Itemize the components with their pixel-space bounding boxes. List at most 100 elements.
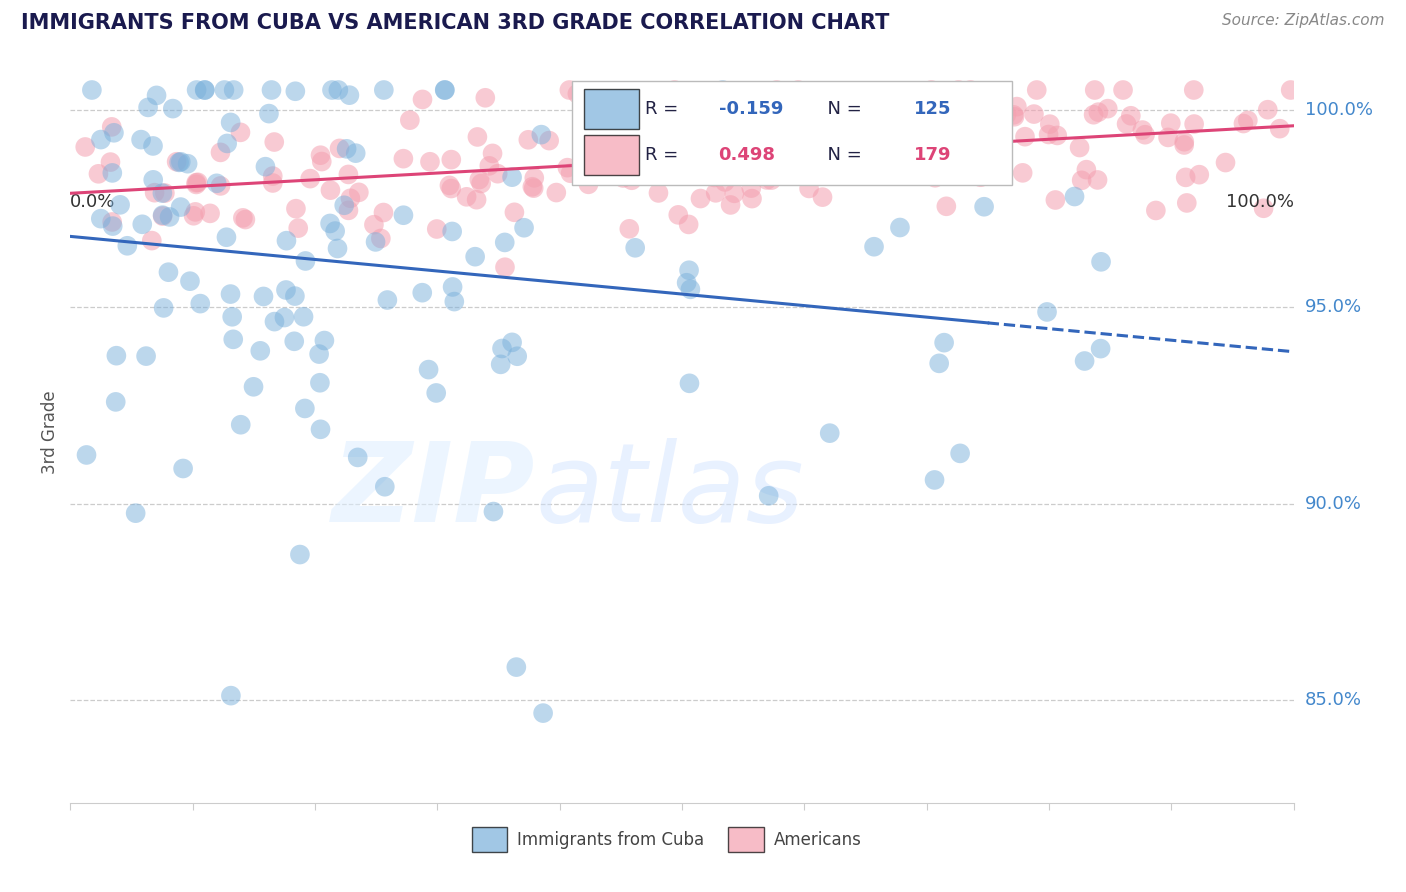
- Point: [467, 130, 489, 145]
- Point: [523, 170, 546, 185]
- Point: [1132, 123, 1154, 137]
- Point: [1257, 103, 1279, 117]
- Text: 125: 125: [914, 100, 952, 118]
- Point: [392, 152, 415, 166]
- Point: [465, 193, 488, 207]
- Point: [751, 131, 773, 145]
- Point: [491, 342, 513, 356]
- Point: [723, 186, 745, 201]
- Point: [142, 173, 165, 187]
- Point: [761, 173, 783, 187]
- Point: [797, 150, 820, 164]
- Point: [567, 87, 589, 101]
- Text: Source: ZipAtlas.com: Source: ZipAtlas.com: [1222, 13, 1385, 29]
- Text: R =: R =: [645, 146, 685, 164]
- Point: [75, 140, 97, 154]
- Point: [145, 88, 167, 103]
- Point: [276, 234, 298, 248]
- Point: [321, 83, 343, 97]
- Point: [309, 148, 332, 162]
- Point: [1011, 166, 1033, 180]
- Point: [679, 282, 702, 296]
- Point: [578, 178, 600, 192]
- Text: R =: R =: [645, 100, 685, 118]
- Point: [142, 139, 165, 153]
- Point: [1173, 138, 1195, 153]
- Text: atlas: atlas: [536, 438, 804, 545]
- Point: [785, 115, 807, 129]
- Point: [778, 146, 800, 161]
- Point: [787, 83, 810, 97]
- Point: [924, 473, 946, 487]
- Point: [108, 198, 131, 212]
- Point: [1087, 105, 1109, 120]
- Point: [1237, 113, 1260, 128]
- Point: [319, 217, 342, 231]
- Point: [418, 362, 440, 376]
- Point: [344, 146, 367, 161]
- Point: [283, 334, 305, 349]
- Point: [995, 107, 1018, 121]
- Point: [648, 137, 671, 152]
- Point: [373, 205, 395, 219]
- Point: [1097, 102, 1119, 116]
- Point: [1002, 108, 1025, 122]
- Point: [152, 208, 174, 222]
- Point: [1073, 354, 1095, 368]
- Point: [522, 179, 544, 194]
- Point: [129, 133, 152, 147]
- Point: [336, 142, 359, 156]
- Point: [235, 212, 257, 227]
- Point: [740, 181, 762, 195]
- Point: [221, 310, 243, 324]
- Point: [100, 120, 122, 134]
- Point: [214, 83, 236, 97]
- Point: [294, 254, 316, 268]
- Point: [1005, 100, 1028, 114]
- Point: [797, 154, 820, 169]
- Point: [482, 505, 505, 519]
- Point: [209, 178, 232, 193]
- Point: [456, 190, 478, 204]
- Point: [433, 83, 456, 97]
- Point: [166, 154, 188, 169]
- Point: [678, 218, 700, 232]
- Point: [675, 276, 697, 290]
- Point: [433, 83, 456, 97]
- Point: [183, 209, 205, 223]
- Point: [470, 177, 492, 191]
- Point: [474, 91, 496, 105]
- Point: [932, 335, 955, 350]
- Point: [1090, 255, 1112, 269]
- Point: [596, 164, 619, 178]
- Text: 0.498: 0.498: [718, 146, 776, 164]
- Text: N =: N =: [817, 146, 868, 164]
- Point: [503, 205, 526, 219]
- Point: [411, 285, 433, 300]
- Point: [311, 154, 333, 169]
- Point: [440, 153, 463, 167]
- Point: [765, 83, 787, 97]
- Point: [1173, 135, 1195, 149]
- Point: [647, 186, 669, 200]
- Point: [157, 265, 180, 279]
- Point: [1215, 155, 1237, 169]
- Point: [666, 208, 689, 222]
- Point: [1022, 107, 1045, 121]
- Point: [811, 190, 834, 204]
- Point: [441, 224, 464, 238]
- Point: [186, 83, 208, 97]
- Point: [1046, 128, 1069, 143]
- FancyBboxPatch shape: [572, 81, 1012, 185]
- Point: [100, 155, 122, 169]
- Point: [101, 215, 124, 229]
- Point: [242, 380, 264, 394]
- Point: [1084, 83, 1107, 97]
- Point: [1182, 83, 1205, 97]
- Point: [1268, 121, 1291, 136]
- Point: [1069, 140, 1091, 154]
- Point: [1133, 128, 1156, 142]
- Point: [326, 242, 349, 256]
- Point: [179, 274, 201, 288]
- Point: [654, 128, 676, 143]
